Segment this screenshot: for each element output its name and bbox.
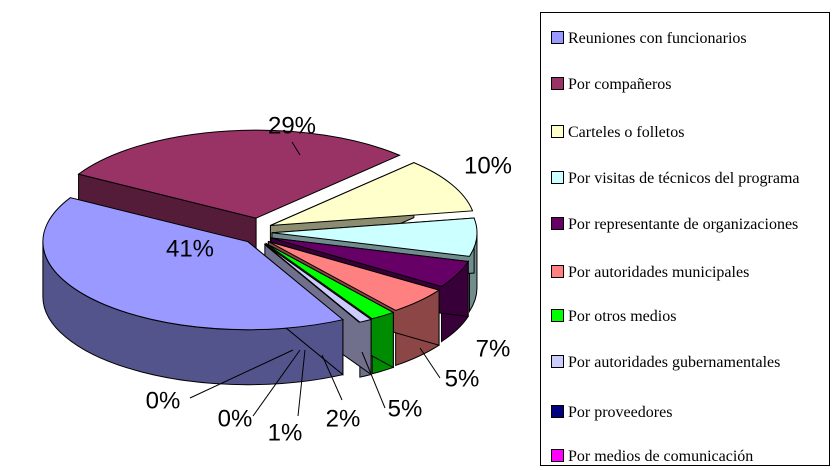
- legend-swatch: [551, 405, 564, 418]
- legend-label: Por medios de comunicación: [568, 448, 754, 465]
- legend-entry: Por medios de comunicación: [551, 447, 823, 466]
- legend-label: Reuniones con funcionarios: [568, 30, 747, 47]
- legend-entry: Carteles o folletos: [551, 123, 823, 142]
- leader-line: [189, 349, 294, 399]
- data-label: 5%: [388, 395, 423, 422]
- legend-label: Por autoridades municipales: [568, 264, 750, 281]
- legend-entry: Por otros medios: [551, 307, 823, 326]
- legend-entry: Por autoridades municipales: [551, 263, 823, 282]
- legend-entry: Reuniones con funcionarios: [551, 29, 823, 48]
- legend-label: Por proveedores: [568, 404, 673, 421]
- legend-entry: Por proveedores: [551, 403, 823, 422]
- leader-line: [291, 141, 301, 156]
- legend-swatch: [551, 309, 564, 322]
- legend-swatch: [551, 125, 564, 138]
- legend-swatch: [551, 77, 564, 90]
- legend-swatch: [551, 449, 564, 462]
- data-label: 10%: [464, 152, 512, 179]
- data-label: 2%: [326, 405, 361, 432]
- data-label: 0%: [218, 405, 253, 432]
- data-label: 29%: [268, 112, 316, 139]
- legend-swatch: [551, 265, 564, 278]
- legend: Reuniones con funcionarios Por compañeros…: [540, 12, 830, 466]
- slice: [270, 237, 470, 288]
- legend-swatch: [551, 355, 564, 368]
- slice: [265, 243, 395, 320]
- legend-label: Carteles o folletos: [568, 124, 685, 141]
- data-label: 1%: [268, 419, 303, 446]
- slice: [42, 197, 344, 331]
- leader-line: [419, 347, 441, 379]
- data-label: 41%: [166, 235, 214, 262]
- slice: [264, 243, 373, 323]
- slice: [270, 162, 474, 227]
- legend-label: Por visitas de técnicos del programa: [568, 170, 800, 187]
- legend-swatch: [551, 217, 564, 230]
- legend-swatch: [551, 31, 564, 44]
- slice: [268, 240, 441, 311]
- chart: 41% 29% 10% 7% 5% 5% 2% 1% 0% 0%: [42, 112, 512, 446]
- legend-label: Por otros medios: [568, 308, 677, 325]
- legend-entry: Por representante de organizaciones: [551, 215, 823, 234]
- data-label: 7%: [476, 335, 511, 362]
- slice: [77, 129, 401, 219]
- leader-line: [297, 349, 306, 417]
- legend-entry: Por compañeros: [551, 75, 823, 94]
- legend-label: Por representante de organizaciones: [568, 216, 799, 233]
- legend-entry: Por visitas de técnicos del programa: [551, 169, 823, 188]
- legend-label: Por compañeros: [568, 76, 672, 93]
- legend-label: Por autoridades gubernamentales: [568, 354, 781, 371]
- legend-entry: Por autoridades gubernamentales: [551, 353, 823, 372]
- leader-line: [361, 351, 386, 409]
- slice: [271, 217, 478, 257]
- leader-line: [321, 354, 343, 401]
- data-label: 0%: [146, 387, 181, 414]
- legend-swatch: [551, 171, 564, 184]
- data-label: 5%: [445, 365, 480, 392]
- leader-line: [252, 349, 301, 417]
